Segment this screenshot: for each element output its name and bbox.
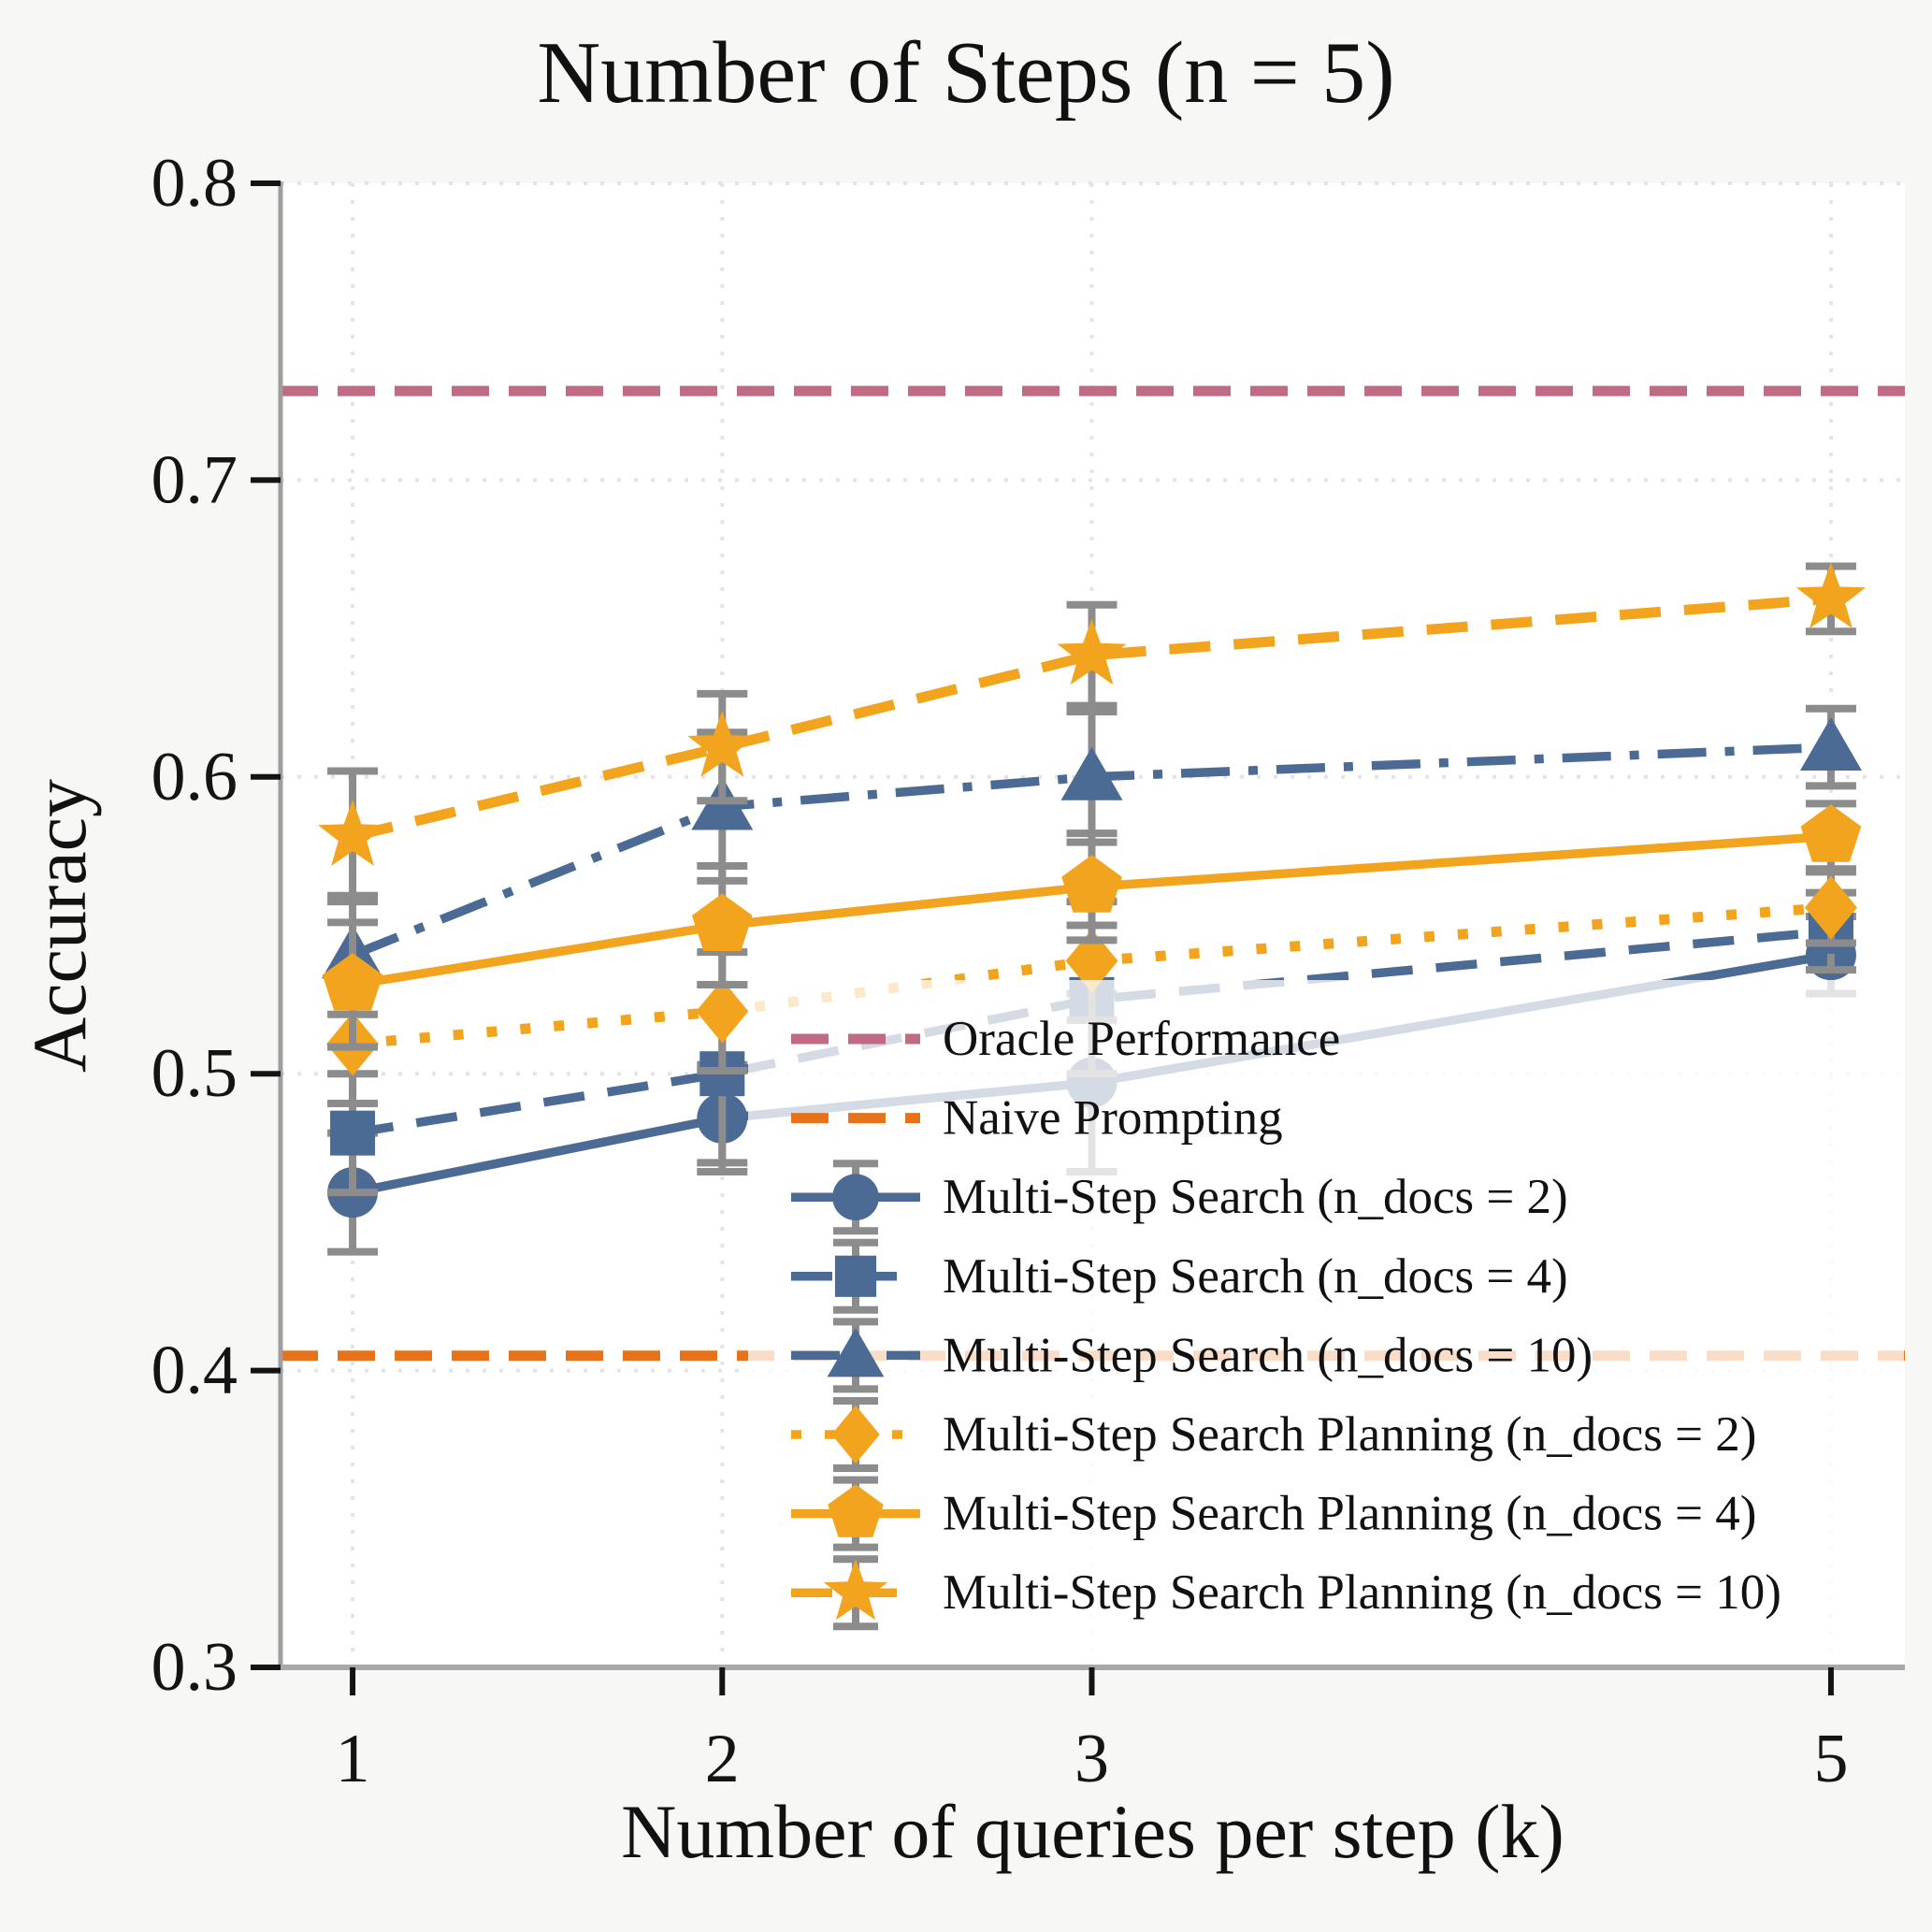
- legend: Oracle Performance Naive Prompting Multi-S…: [748, 980, 1904, 1665]
- y-tick-label: 0.5: [151, 1035, 238, 1112]
- legend-label: Multi-Step Search Planning (n_docs = 2): [943, 1407, 1756, 1462]
- series-markers: [326, 875, 1857, 1076]
- series-markers: [322, 804, 1862, 1011]
- legend-label: Oracle Performance: [943, 1012, 1340, 1066]
- legend-box: [748, 980, 1904, 1665]
- legend-entry: Oracle Performance: [791, 1012, 1340, 1066]
- legend-label: Multi-Step Search (n_docs = 4): [943, 1249, 1568, 1304]
- x-tick-label: 5: [1813, 1721, 1848, 1797]
- tick-labels: 0.8 0.7 0.6 0.5 0.4 0.3 1 2 3 5: [151, 145, 1849, 1797]
- legend-entry: Multi-Step Search Planning (n_docs = 4): [791, 1476, 1756, 1551]
- legend-entry: Multi-Step Search Planning (n_docs = 10): [791, 1555, 1781, 1631]
- legend-label: Multi-Step Search (n_docs = 2): [943, 1170, 1568, 1224]
- axes: 0.8 0.7 0.6 0.5 0.4 0.3 1 2 3 5: [151, 145, 1905, 1797]
- y-tick-label: 0.3: [151, 1629, 238, 1706]
- error-bars: [327, 800, 1856, 1051]
- series-line: [352, 927, 1832, 1138]
- legend-entry: Multi-Step Search (n_docs = 4): [791, 1238, 1568, 1314]
- y-tick-label: 0.4: [151, 1333, 238, 1409]
- legend-entry: Multi-Step Search Planning (n_docs = 2): [791, 1397, 1756, 1472]
- legend-label: Naive Prompting: [943, 1091, 1283, 1146]
- legend-entry: Multi-Step Search (n_docs = 10): [791, 1318, 1593, 1393]
- y-tick-label: 0.6: [151, 739, 238, 815]
- legend-entry: Naive Prompting: [791, 1091, 1283, 1146]
- x-tick-label: 2: [705, 1721, 740, 1797]
- chart-title: Number of Steps (n = 5): [537, 24, 1395, 122]
- series-star: [317, 562, 1867, 906]
- series-pentagon: [322, 800, 1862, 1051]
- series-line: [351, 593, 1832, 842]
- y-tick-label: 0.7: [151, 441, 238, 518]
- series-line: [352, 831, 1832, 989]
- series-line: [352, 901, 1832, 1049]
- series-line: [351, 743, 1832, 959]
- legend-entry: Multi-Step Search (n_docs = 2): [791, 1160, 1568, 1235]
- legend-label: Multi-Step Search Planning (n_docs = 4): [943, 1487, 1756, 1541]
- legend-label: Multi-Step Search (n_docs = 10): [943, 1328, 1593, 1382]
- y-tick-label: 0.8: [151, 145, 238, 222]
- legend-label: Multi-Step Search Planning (n_docs = 10): [943, 1565, 1781, 1620]
- x-tick-label: 3: [1074, 1721, 1109, 1797]
- x-axis-label: Number of queries per step (k): [621, 1789, 1564, 1874]
- x-tick-label: 1: [336, 1721, 370, 1797]
- series-markers: [317, 562, 1867, 866]
